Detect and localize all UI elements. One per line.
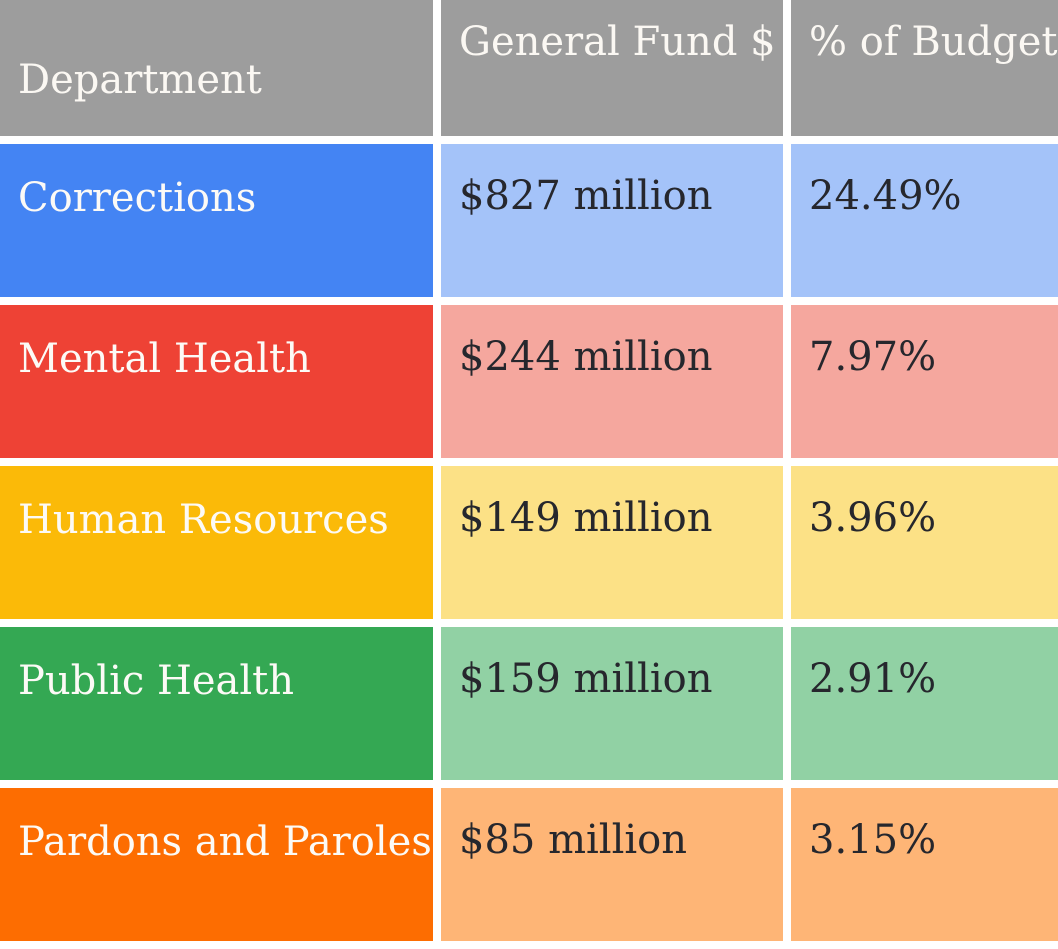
cell-general-fund-public-health: $159 million [441,627,783,780]
header-pct-of-budget: % of Budget [791,0,1058,136]
cell-department-pardons-and-paroles: Pardons and Paroles [0,788,433,941]
cell-general-fund-pardons-and-paroles: $85 million [441,788,783,941]
header-general-fund: General Fund $ [441,0,783,136]
cell-pct-budget-pardons-and-paroles: 3.15% [791,788,1058,941]
cell-pct-budget-mental-health: 7.97% [791,305,1058,458]
cell-pct-budget-corrections: 24.49% [791,144,1058,297]
cell-pct-budget-human-resources: 3.96% [791,466,1058,619]
header-department: Department [0,0,433,136]
cell-pct-budget-public-health: 2.91% [791,627,1058,780]
cell-general-fund-mental-health: $244 million [441,305,783,458]
cell-general-fund-corrections: $827 million [441,144,783,297]
cell-department-corrections: Corrections [0,144,433,297]
cell-department-public-health: Public Health [0,627,433,780]
cell-department-human-resources: Human Resources [0,466,433,619]
cell-department-mental-health: Mental Health [0,305,433,458]
cell-general-fund-human-resources: $149 million [441,466,783,619]
